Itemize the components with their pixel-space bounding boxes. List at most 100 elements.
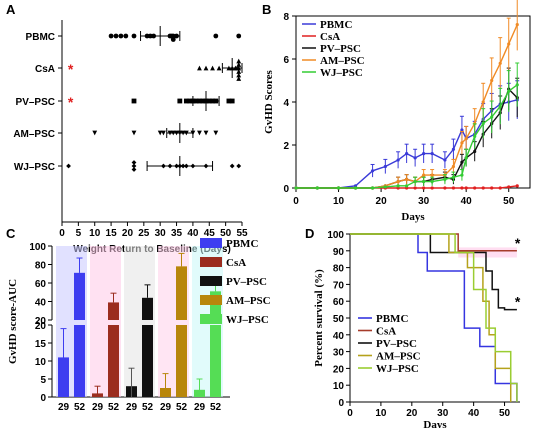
data-point [131,33,137,39]
group-label: PBMC [26,32,55,43]
data-point [451,147,456,151]
data-point [405,152,409,156]
group-label: PV–PSC [16,97,55,108]
data-point [422,152,426,156]
survival-curve [350,233,512,402]
data-point [481,121,485,126]
data-point [236,69,242,74]
legend-label: PV–PSC [376,338,417,350]
data-point [405,184,409,188]
x-tick-label: 20 [406,408,418,419]
y-tick-label: 100 [327,230,344,241]
legend-label: AM–PSC [376,351,421,363]
data-point [161,130,166,136]
x-tick-label: 50 [503,196,515,207]
legend-swatch [200,238,222,248]
data-point [473,186,477,190]
data-point [236,76,242,81]
group-label: AM–PSC [13,129,55,140]
legend-label: PV–PSC [320,43,361,55]
x-axis-label: Days [401,211,425,223]
series-AM–PSC: 29 52 [158,246,189,413]
x-tick-label: 5 [76,228,82,239]
significance-star: * [68,61,74,77]
series-PV–PSC: 29 52 [124,246,155,413]
series-WJ–PSC [350,233,518,402]
y-tick-label: 40 [333,331,345,342]
data-point [430,186,434,190]
x-tick-label: 52 [142,402,154,413]
data-point [490,115,494,119]
y-tick-label: 4 [283,98,289,109]
series-PBMC [350,233,518,402]
data-point [464,186,468,190]
bar [74,325,85,397]
legend-swatch [200,314,222,324]
x-tick-label: 40 [187,228,199,239]
y-tick-label: 5 [40,375,46,386]
data-point [473,149,477,154]
x-tick-label: 0 [347,408,353,419]
x-tick-label: 55 [236,228,248,239]
panel-letter: C [6,226,16,241]
y-axis-label: GvHD score-AUC [7,279,19,364]
data-point [464,156,468,160]
data-point [515,184,519,188]
data-point [66,163,71,169]
x-tick-label: 52 [176,402,188,413]
data-point [490,186,494,190]
legend-swatch [200,276,222,286]
x-tick-label: 52 [74,402,86,413]
data-point [460,128,464,132]
data-point [197,130,202,136]
group-WJ–PSC: WJ–PSC [14,156,242,176]
bar [210,325,221,397]
panel-letter: D [305,226,314,241]
data-point [430,152,434,156]
data-point [236,33,242,39]
data-point [460,160,464,164]
data-point [315,186,319,190]
data-point [370,186,375,190]
data-point [92,130,98,136]
data-point [430,173,434,177]
data-point [236,58,242,64]
y-tick-label: 2 [283,141,289,152]
x-tick-label: 15 [106,228,118,239]
x-tick-label: 50 [220,228,232,239]
y-tick-label: 20 [333,364,345,375]
data-point [131,160,137,165]
data-point [236,163,242,169]
legend-label: PV–PSC [226,276,267,288]
x-tick-label: 0 [59,228,65,239]
group-PV–PSC: PV–PSC * [16,91,235,111]
y-tick-label: 0 [283,184,289,195]
panel-letter: A [6,2,16,17]
x-axis-label: Days [423,419,447,428]
data-point [451,186,456,190]
significance-star: * [515,294,521,310]
x-tick-label: 20 [122,228,134,239]
series-PV–PSC [294,67,520,190]
data-point [183,98,189,104]
y-axis-label: Percent survival (%) [313,269,325,367]
x-tick-label: 40 [461,196,473,207]
series-WJ–PSC [294,62,520,190]
y-tick-label: 20 [35,316,47,327]
significance-star: * [515,235,521,251]
data-point [187,98,193,104]
data-point [229,163,235,169]
data-point [507,185,511,189]
highlight-band [458,247,517,258]
y-tick-label: 0 [40,393,46,404]
bar [74,272,85,320]
data-point [213,130,219,136]
data-point [396,158,400,162]
panel-b: B 0 10 20 30 40 50 0 2 4 6 8 Days GvHD Scores PBMCCsAP… [262,0,531,223]
data-point [460,141,464,145]
x-tick-label: 10 [333,196,345,207]
data-point [405,177,409,181]
survival-curve [350,233,517,311]
